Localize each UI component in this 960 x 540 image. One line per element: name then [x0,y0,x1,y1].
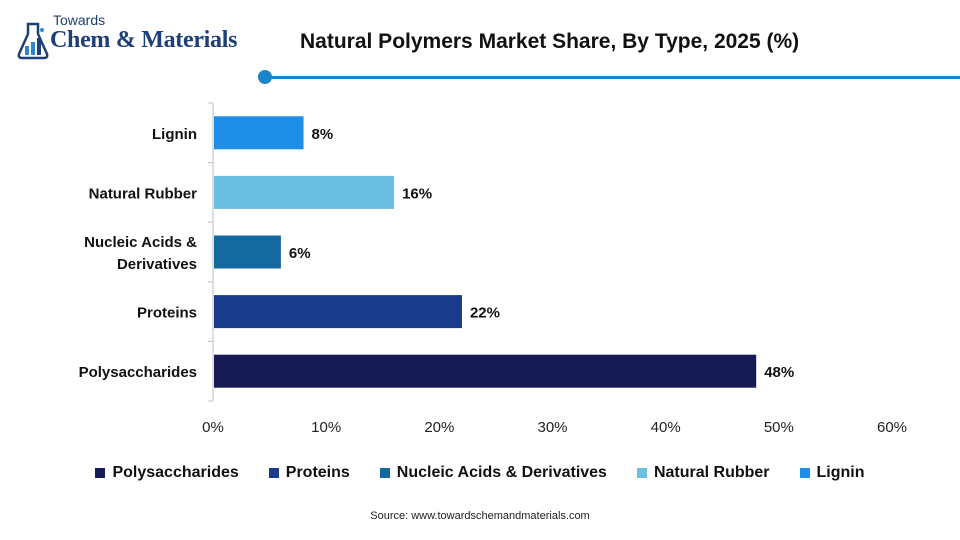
legend-swatch [268,468,279,478]
legend-item: Natural Rubber [636,464,770,482]
data-label: 48% [764,364,794,381]
category-label: Lignin [152,126,197,143]
bar-lignin [214,116,304,150]
x-tick-label: 50% [764,419,794,436]
legend-label: Natural Rubber [653,464,770,481]
legend-label: Nucleic Acids & Derivatives [396,464,607,481]
brand-logo: Towards Chem & Materials [14,8,254,68]
header-rule-dot [258,70,272,84]
x-tick-label: 40% [651,419,681,436]
flask-logo-icon [17,22,49,60]
bar-proteins [214,295,462,329]
category-label: Polysaccharides [79,364,197,381]
legend-label: Proteins [285,464,350,481]
chart-legend: Polysaccharides Proteins Nucleic Acids & D… [0,464,960,482]
chart-title: Natural Polymers Market Share, By Type, … [300,30,800,53]
bar-natural-rubber [214,175,395,209]
x-tick-label: 60% [877,419,907,436]
legend-swatch [636,468,647,478]
logo-towards-text: Towards [53,12,106,28]
category-label: Nucleic Acids & [84,234,197,251]
x-tick-label: 30% [537,419,567,436]
data-label: 6% [289,245,311,262]
data-label: 22% [470,305,500,322]
legend-item: Nucleic Acids & Derivatives [379,464,607,482]
legend-item: Polysaccharides [95,464,239,482]
category-label: Natural Rubber [89,185,198,202]
legend-item: Lignin [799,464,865,482]
category-label: Proteins [137,305,197,322]
bar-nucleic-acids-derivatives [214,235,281,269]
legend-item: Proteins [268,464,350,482]
legend-swatch [95,468,106,478]
category-label: Derivatives [117,256,197,273]
legend-label: Polysaccharides [112,464,239,481]
x-tick-label: 10% [311,419,341,436]
bar-polysaccharides [214,354,757,388]
data-label: 8% [312,126,334,143]
legend-swatch [799,468,810,478]
data-label: 16% [402,185,432,202]
x-tick-label: 0% [202,419,224,436]
header-rule-line [270,76,960,79]
logo-brand-text: Chem & Materials [50,27,238,53]
legend-swatch [379,468,390,478]
x-tick-label: 20% [424,419,454,436]
legend-label: Lignin [816,464,865,481]
source-note: Source: www.towardschemandmaterials.com [370,510,590,522]
